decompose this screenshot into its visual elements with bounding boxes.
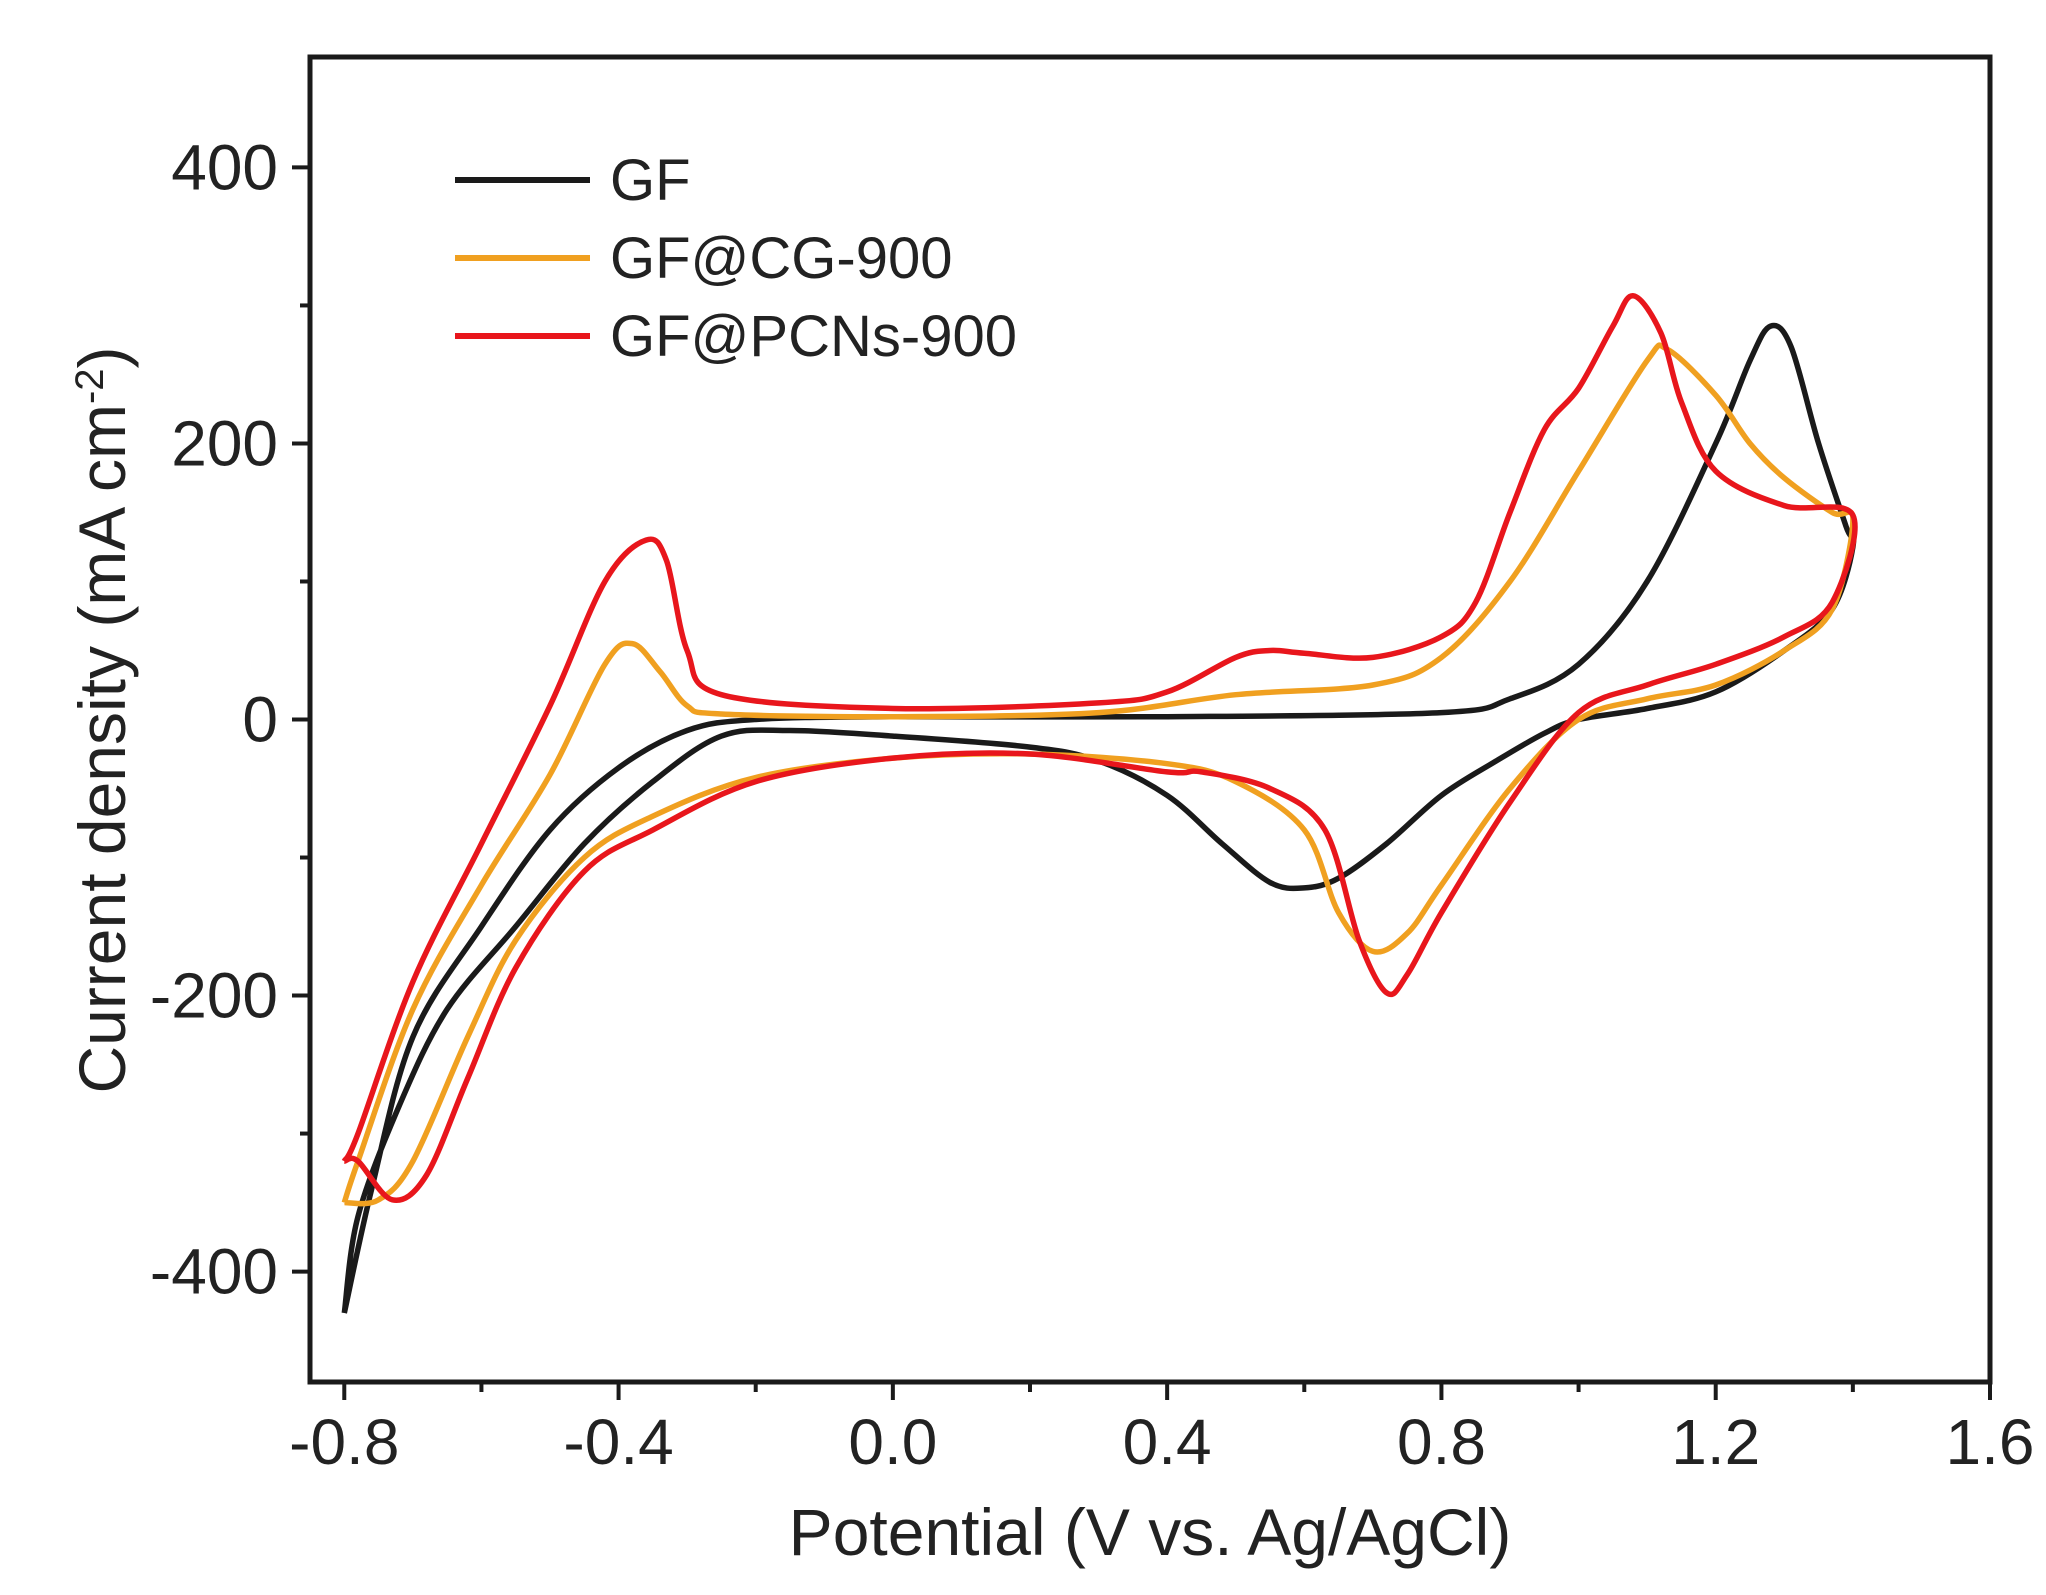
y-axis-title-superscript: -2 (68, 368, 112, 404)
y-axis-title-main: Current density (mA cm (65, 404, 139, 1094)
legend-label: GF@PCNs-900 (610, 304, 1017, 369)
y-tick-label: 200 (171, 407, 278, 479)
legend-label: GF@CG-900 (610, 226, 953, 291)
series-line-gf-pcns-900 (341, 293, 1858, 1203)
y-axis-title-suffix: ) (65, 346, 139, 368)
x-axis-ticks: -0.8 -0.4 0.0 0.4 0.8 1.2 1.6 (289, 1382, 2034, 1478)
x-tick-label: 1.6 (1946, 1406, 2035, 1478)
x-tick-label: 1.2 (1671, 1406, 1760, 1478)
series-line-gf-cg-900 (341, 342, 1856, 1207)
y-tick-label: -400 (150, 1236, 278, 1308)
x-axis-title: Potential (V vs. Ag/AgCl) (789, 1495, 1512, 1569)
y-tick-label: 0 (242, 684, 278, 756)
legend-label: GF (610, 148, 691, 213)
legend: GF GF@CG-900 GF@PCNs-900 (455, 148, 1017, 369)
series-line-gf (341, 322, 1857, 1314)
x-tick-label: -0.4 (563, 1406, 673, 1478)
y-axis-title: Current density (mA cm-2) (65, 346, 139, 1093)
x-tick-label: 0.8 (1397, 1406, 1486, 1478)
x-tick-label: 0.4 (1123, 1406, 1212, 1478)
y-tick-label: 400 (171, 131, 278, 203)
series-layer (341, 293, 1858, 1314)
y-axis-ticks: -400 -200 0 200 400 (150, 131, 310, 1308)
x-tick-label: -0.8 (289, 1406, 399, 1478)
y-tick-label: -200 (150, 960, 278, 1032)
x-tick-label: 0.0 (848, 1406, 937, 1478)
